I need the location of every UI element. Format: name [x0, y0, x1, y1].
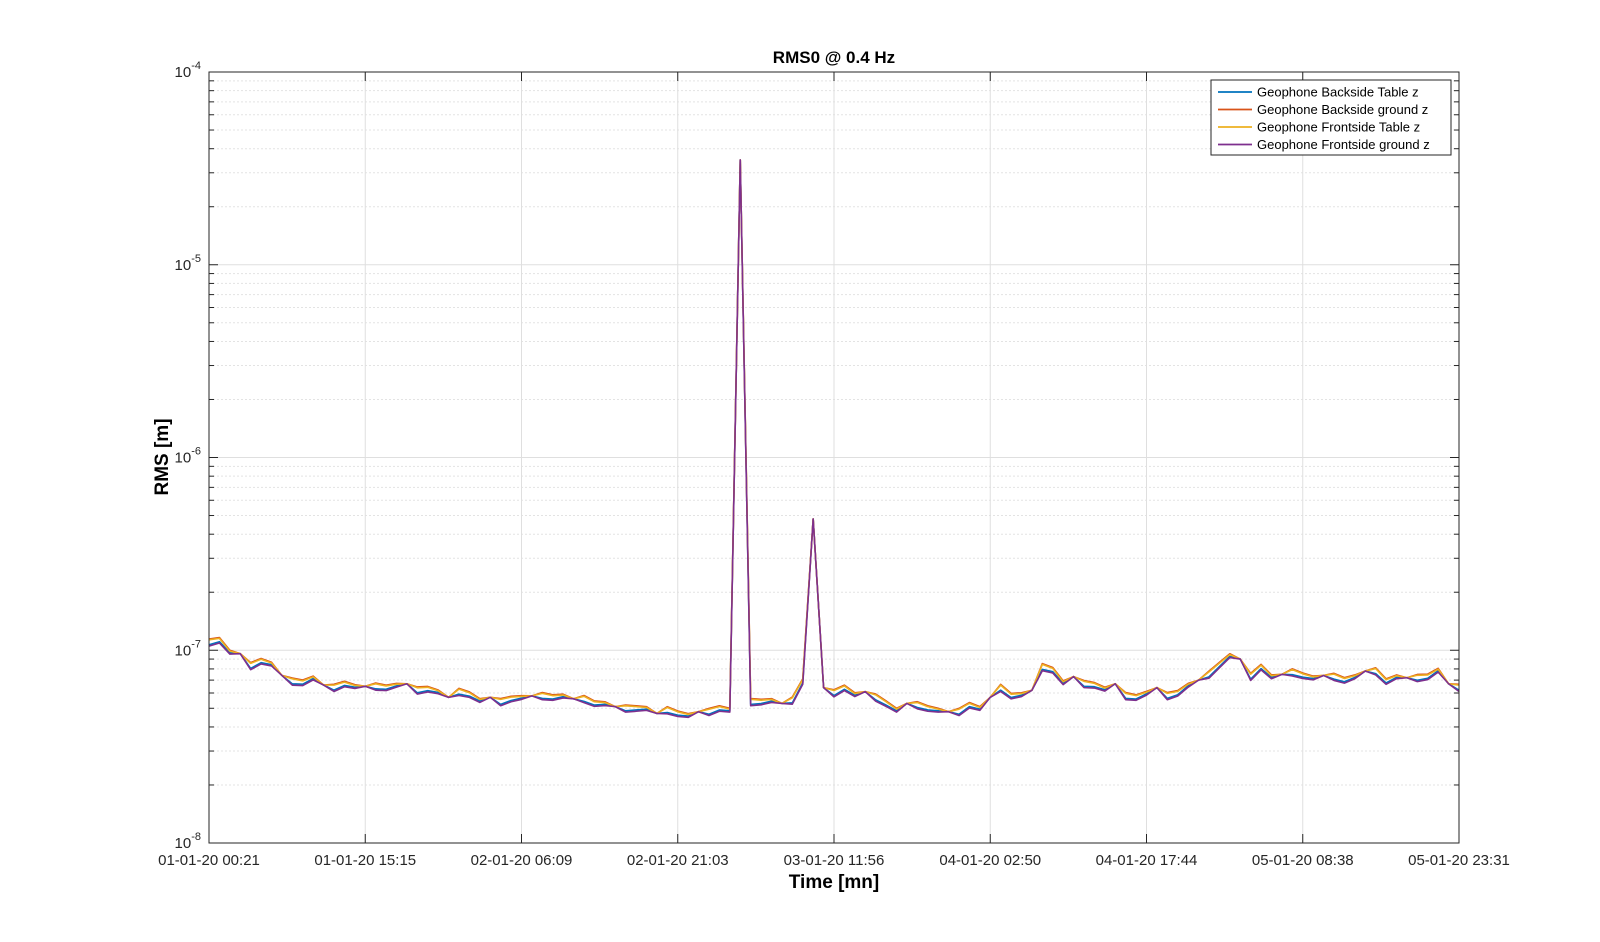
- x-tick-label: 01-01-20 00:21: [158, 852, 260, 869]
- series-line-3: [208, 159, 1460, 716]
- x-tick-label: 02-01-20 06:09: [471, 852, 573, 869]
- y-tick-label: 10-5: [175, 253, 201, 274]
- legend-label: Geophone Backside ground z: [1257, 102, 1428, 117]
- x-tick-label: 05-01-20 08:38: [1252, 852, 1354, 869]
- x-tick-label: 01-01-20 15:15: [314, 852, 416, 869]
- series-layer: [208, 159, 1460, 719]
- legend-label: Geophone Frontside Table z: [1257, 120, 1420, 135]
- x-tick-label: 05-01-20 23:31: [1408, 852, 1510, 869]
- plot-frame: [208, 71, 1460, 844]
- y-tick-label: 10-8: [175, 831, 201, 852]
- x-tick-label: 04-01-20 02:50: [939, 852, 1041, 869]
- x-axis-label: Time [mn]: [789, 872, 879, 893]
- y-tick-label: 10-6: [175, 446, 201, 467]
- legend: Geophone Backside Table z Geophone Backsi…: [1210, 79, 1452, 156]
- x-tick-label: 04-01-20 17:44: [1096, 852, 1198, 869]
- x-tick-labels: 01-01-20 00:21 01-01-20 15:15 02-01-20 06:…: [158, 852, 1510, 869]
- y-tick-label: 10-4: [175, 60, 201, 81]
- x-tick-label: 03-01-20 11:56: [784, 852, 885, 869]
- y-axis-label: RMS [m]: [152, 418, 173, 495]
- chart-title: RMS0 @ 0.4 Hz: [773, 48, 895, 67]
- y-tick-label: 10-7: [175, 638, 201, 659]
- x-tick-label: 02-01-20 21:03: [627, 852, 729, 869]
- series-line-4: [208, 159, 1460, 719]
- y-tick-labels: 10-8 10-7 10-6 10-5 10-4: [175, 60, 201, 852]
- legend-label: Geophone Backside Table z: [1257, 85, 1419, 100]
- legend-label: Geophone Frontside ground z: [1257, 137, 1430, 152]
